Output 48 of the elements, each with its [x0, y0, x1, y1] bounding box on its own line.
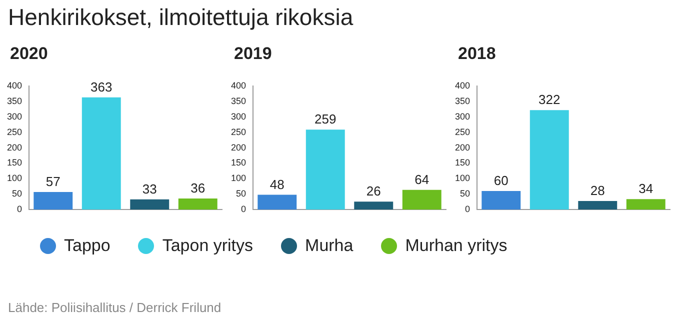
- data-label: 363: [90, 80, 112, 95]
- data-label: 48: [270, 176, 284, 192]
- y-tick-label: 200: [454, 142, 470, 152]
- y-tick-label: 400: [6, 80, 22, 90]
- y-tick-label: 100: [454, 173, 470, 184]
- data-label: 36: [190, 180, 206, 196]
- data-label: 28: [590, 183, 605, 198]
- chart-title: 2019: [234, 44, 273, 65]
- data-label: 26: [366, 184, 381, 199]
- y-tick-label: 50: [12, 188, 22, 199]
- chart-title: 2020: [10, 44, 49, 65]
- data-label: 57: [46, 174, 60, 190]
- y-tick-label: 200: [230, 142, 246, 152]
- data-label: 60: [494, 173, 508, 188]
- y-tick-label: 150: [454, 158, 470, 168]
- y-tick-label: 250: [230, 126, 246, 137]
- legend-label: Murha: [305, 236, 354, 256]
- data-label: 259: [314, 112, 336, 127]
- y-tick-label: 50: [236, 188, 246, 199]
- y-tick-label: 300: [454, 111, 470, 122]
- y-tick-label: 250: [454, 126, 470, 137]
- data-label: 33: [142, 181, 157, 196]
- data-label: 34: [638, 181, 654, 196]
- y-tick-label: 300: [230, 111, 246, 122]
- y-tick-label: 100: [230, 173, 246, 184]
- data-label: 64: [414, 172, 430, 187]
- y-tick-label: 350: [454, 96, 470, 106]
- y-tick-label: 400: [230, 80, 246, 90]
- y-tick-label: 350: [230, 96, 246, 106]
- y-tick-label: 50: [460, 188, 470, 199]
- chart-title: 2018: [458, 44, 497, 65]
- y-tick-label: 350: [6, 96, 22, 106]
- y-tick-label: 0: [17, 204, 22, 214]
- y-tick-label: 300: [6, 111, 22, 122]
- y-tick-label: 250: [6, 126, 22, 137]
- y-tick-label: 150: [230, 158, 246, 168]
- y-tick-label: 0: [465, 204, 470, 214]
- legend-label: Murhan yritys: [405, 236, 508, 256]
- y-tick-label: 150: [6, 158, 22, 168]
- y-tick-label: 400: [454, 80, 470, 90]
- text: Lähde: Poliisihallitus / Derrick Frilund: [8, 300, 222, 315]
- legend-label: Tapon yritys: [162, 236, 254, 256]
- data-label: 322: [538, 92, 560, 108]
- y-tick-label: 0: [241, 204, 246, 214]
- y-tick-label: 200: [6, 142, 22, 152]
- legend-label: Tappo: [64, 236, 110, 256]
- y-tick-label: 100: [6, 173, 22, 184]
- text: Henkirikokset, ilmoitettuja rikoksia: [8, 4, 354, 31]
